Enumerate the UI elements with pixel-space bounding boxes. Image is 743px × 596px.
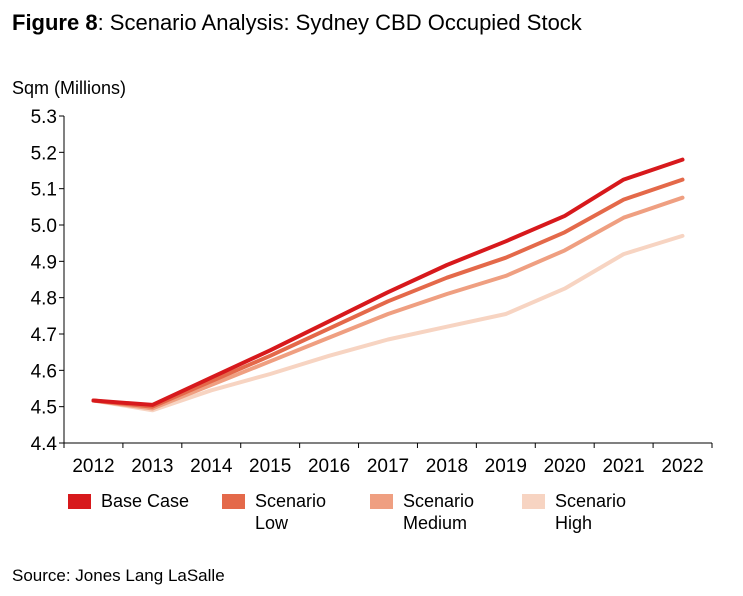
legend-label-line: Scenario (255, 491, 327, 511)
y-tick-label: 4.8 (31, 289, 57, 310)
legend-swatch (222, 494, 245, 509)
legend-item: Scenario High (522, 490, 655, 534)
x-tick-label: 2017 (367, 456, 409, 477)
legend-label: Base Case (101, 490, 201, 512)
x-tick-label: 2018 (426, 456, 468, 477)
source-note: Source: Jones Lang LaSalle (12, 566, 225, 585)
y-tick-label: 4.4 (31, 434, 58, 455)
legend-item: Base Case (68, 490, 201, 512)
y-tick-label: 4.5 (31, 398, 57, 419)
y-tick-label: 5.3 (31, 107, 57, 128)
legend-item: Scenario Low (222, 490, 355, 534)
legend-label: Scenario High (555, 490, 655, 534)
y-tick-label: 4.9 (31, 252, 57, 273)
legend-item: Scenario Medium (370, 490, 503, 534)
x-tick-label: 2020 (544, 456, 586, 477)
legend-label-line: Low (255, 513, 289, 533)
legend-label-line: Scenario (403, 491, 475, 511)
x-tick-label: 2016 (308, 456, 350, 477)
x-tick-label: 2013 (131, 456, 173, 477)
title-text: : Scenario Analysis: Sydney CBD Occupied… (97, 10, 582, 35)
x-tick-label: 2021 (602, 456, 644, 477)
y-tick-label: 5.0 (31, 216, 57, 237)
legend-swatch (522, 494, 545, 509)
x-tick-label: 2022 (661, 456, 703, 477)
legend-label-line: Base Case (101, 491, 190, 511)
legend-label: Scenario Medium (403, 490, 503, 534)
y-tick-label: 5.2 (31, 143, 57, 164)
y-axis-label: Sqm (Millions) (12, 78, 126, 98)
legend-label-line: Scenario (555, 491, 627, 511)
legend-label-line: High (555, 513, 593, 533)
y-tick-label: 4.6 (31, 361, 57, 382)
legend-swatch (68, 494, 91, 509)
series-line-scenario-high (91, 233, 685, 413)
x-tick-label: 2015 (249, 456, 291, 477)
chart-title: Figure 8: Scenario Analysis: Sydney CBD … (12, 10, 582, 36)
y-tick-label: 4.7 (31, 325, 57, 346)
series-line-scenario-medium (91, 195, 685, 411)
x-tick-label: 2019 (485, 456, 527, 477)
series-line-scenario-low (91, 177, 685, 409)
title-figure-number: Figure 8 (12, 10, 98, 35)
x-tick-label: 2014 (190, 456, 233, 477)
legend-label: Scenario Low (255, 490, 355, 534)
legend-label-line: Medium (403, 513, 468, 533)
y-tick-label: 5.1 (31, 180, 57, 201)
legend-swatch (370, 494, 393, 509)
series-line-base-case (91, 157, 685, 407)
x-tick-label: 2012 (72, 456, 114, 477)
